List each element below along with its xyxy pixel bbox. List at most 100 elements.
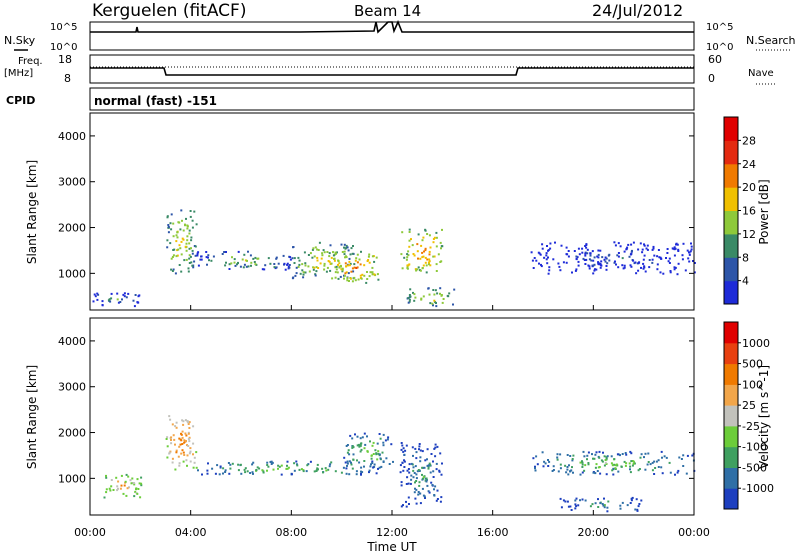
data-cell bbox=[640, 453, 643, 456]
data-cell bbox=[373, 260, 376, 263]
data-cell bbox=[131, 482, 134, 484]
data-cell bbox=[640, 499, 643, 502]
data-cell bbox=[643, 254, 646, 257]
data-cell bbox=[175, 421, 178, 424]
data-cell bbox=[584, 245, 587, 247]
data-cell bbox=[424, 249, 427, 252]
data-cell bbox=[541, 451, 544, 454]
data-cell bbox=[322, 249, 325, 252]
data-cell bbox=[593, 457, 596, 460]
data-cell bbox=[335, 268, 338, 271]
data-cell bbox=[589, 252, 592, 255]
data-cell bbox=[125, 494, 128, 497]
data-cell bbox=[423, 250, 425, 253]
data-cell bbox=[311, 248, 314, 251]
data-cell bbox=[675, 243, 677, 246]
data-cell bbox=[417, 469, 420, 471]
data-cell bbox=[237, 463, 240, 466]
data-cell bbox=[180, 432, 182, 435]
data-cell bbox=[636, 508, 639, 511]
data-cell bbox=[244, 467, 247, 470]
data-cell bbox=[261, 268, 264, 271]
data-cell bbox=[591, 453, 593, 456]
data-cell bbox=[167, 224, 170, 226]
data-cell bbox=[207, 256, 209, 259]
data-cell bbox=[378, 453, 381, 456]
data-cell bbox=[316, 259, 319, 262]
noise-tick-low-right: 10^0 bbox=[706, 42, 733, 53]
data-cell bbox=[632, 259, 635, 262]
data-cell bbox=[282, 254, 285, 257]
data-cell bbox=[406, 267, 409, 270]
data-cell bbox=[534, 469, 537, 472]
data-cell bbox=[177, 455, 180, 458]
data-cell bbox=[293, 262, 296, 264]
data-cell bbox=[687, 257, 690, 260]
data-cell bbox=[345, 472, 348, 475]
data-cell bbox=[656, 268, 659, 271]
data-cell bbox=[421, 267, 424, 269]
data-cell bbox=[345, 445, 348, 447]
data-cell bbox=[662, 272, 665, 275]
data-cell bbox=[382, 433, 385, 436]
data-cell bbox=[408, 245, 411, 248]
data-cell bbox=[575, 258, 578, 261]
data-cell bbox=[186, 224, 189, 227]
data-cell bbox=[428, 293, 431, 296]
data-cell bbox=[382, 441, 385, 444]
data-cell bbox=[250, 264, 252, 267]
data-cell bbox=[243, 468, 246, 471]
data-cell bbox=[678, 456, 681, 459]
data-cell bbox=[442, 298, 445, 300]
data-cell bbox=[355, 267, 358, 269]
data-cell bbox=[139, 496, 142, 499]
data-cell bbox=[434, 455, 437, 458]
colorbar-tick-label: 24 bbox=[742, 158, 756, 171]
data-cell bbox=[186, 235, 189, 238]
data-cell bbox=[312, 268, 315, 271]
data-cell bbox=[429, 464, 431, 466]
data-cell bbox=[441, 462, 443, 465]
data-cell bbox=[189, 255, 192, 258]
data-cell bbox=[134, 490, 137, 493]
y-tick-label: 2000 bbox=[58, 427, 86, 440]
data-cell bbox=[231, 256, 233, 259]
data-cell bbox=[688, 251, 690, 254]
data-cell bbox=[189, 460, 192, 463]
colorbar-tick-label: 12 bbox=[742, 228, 756, 241]
data-cell bbox=[181, 449, 184, 452]
data-cell bbox=[370, 454, 373, 457]
data-cell bbox=[414, 268, 417, 271]
data-cell bbox=[128, 486, 130, 489]
data-cell bbox=[415, 451, 418, 454]
data-cell bbox=[604, 459, 607, 461]
data-cell bbox=[191, 219, 194, 222]
data-cell bbox=[329, 269, 332, 272]
velocity-colorbar-label: Velocity [m s^-1] bbox=[757, 365, 771, 469]
data-cell bbox=[566, 466, 569, 468]
data-cell bbox=[315, 270, 318, 273]
data-cell bbox=[323, 264, 326, 267]
data-cell bbox=[562, 499, 565, 502]
data-cell bbox=[337, 277, 340, 280]
data-cell bbox=[181, 443, 184, 445]
data-cell bbox=[321, 252, 324, 255]
data-cell bbox=[415, 269, 418, 272]
data-cell bbox=[559, 463, 562, 466]
data-cell bbox=[634, 508, 637, 511]
data-cell bbox=[433, 447, 436, 450]
data-cell bbox=[403, 459, 405, 462]
colorbar-frame bbox=[723, 321, 739, 510]
data-cell bbox=[677, 250, 680, 252]
data-cell bbox=[623, 460, 626, 463]
data-cell bbox=[673, 248, 676, 251]
data-cell bbox=[360, 470, 362, 473]
data-cell bbox=[653, 254, 656, 257]
data-cell bbox=[172, 254, 175, 257]
data-cell bbox=[567, 505, 570, 508]
data-cell bbox=[280, 464, 283, 467]
data-cell bbox=[405, 505, 408, 508]
data-cell bbox=[127, 292, 130, 295]
data-cell bbox=[623, 266, 626, 269]
data-cell bbox=[632, 462, 635, 465]
